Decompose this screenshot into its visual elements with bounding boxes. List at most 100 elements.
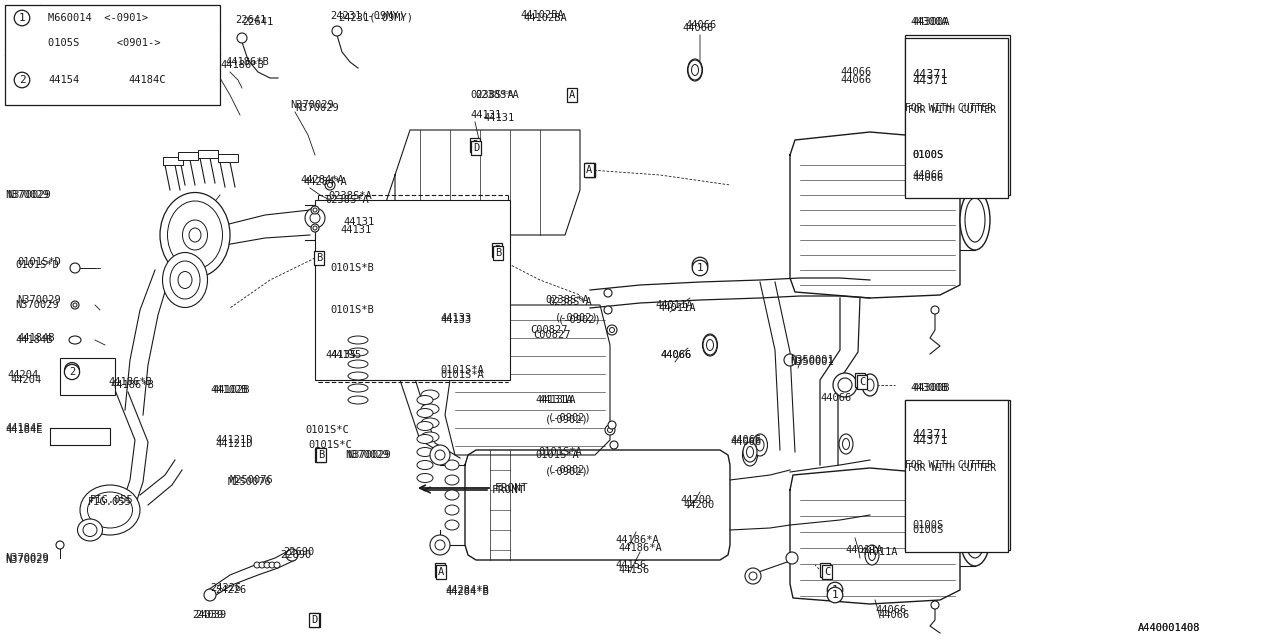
Ellipse shape xyxy=(965,516,986,558)
Text: C00827: C00827 xyxy=(532,330,571,340)
Ellipse shape xyxy=(417,474,433,483)
Circle shape xyxy=(237,33,247,43)
Text: 44066: 44066 xyxy=(730,435,762,445)
Circle shape xyxy=(749,572,756,580)
Text: 1: 1 xyxy=(832,590,838,600)
Text: 44200: 44200 xyxy=(684,500,714,510)
Text: 44131: 44131 xyxy=(340,225,371,235)
Text: A: A xyxy=(438,567,444,577)
Circle shape xyxy=(285,549,298,561)
Text: FIG.055: FIG.055 xyxy=(88,497,132,507)
Text: 44066: 44066 xyxy=(660,350,691,360)
Text: 44184B: 44184B xyxy=(17,333,55,343)
Ellipse shape xyxy=(274,562,280,568)
Circle shape xyxy=(607,325,617,335)
Ellipse shape xyxy=(417,408,433,417)
Text: 44154: 44154 xyxy=(49,75,79,85)
Text: 24226: 24226 xyxy=(210,583,241,593)
Ellipse shape xyxy=(838,434,852,454)
Text: N350001: N350001 xyxy=(790,355,833,365)
Text: 0101S*C: 0101S*C xyxy=(305,425,348,435)
Ellipse shape xyxy=(445,475,460,485)
Text: D: D xyxy=(472,143,479,153)
Ellipse shape xyxy=(703,334,718,356)
Text: 24231(-09MY): 24231(-09MY) xyxy=(338,13,413,23)
Text: 44066: 44066 xyxy=(682,23,713,33)
Text: 44121D: 44121D xyxy=(215,439,252,449)
Text: (-0902): (-0902) xyxy=(548,465,591,475)
Text: 1: 1 xyxy=(696,263,704,273)
Text: 44184B: 44184B xyxy=(15,335,52,345)
Text: 44284*B: 44284*B xyxy=(445,587,489,597)
Text: 44011A: 44011A xyxy=(655,300,692,310)
Text: 44066: 44066 xyxy=(911,173,943,183)
Ellipse shape xyxy=(183,220,207,250)
Text: FOR WITH CUTTER: FOR WITH CUTTER xyxy=(908,105,996,115)
Text: N370029: N370029 xyxy=(347,450,390,460)
FancyBboxPatch shape xyxy=(905,400,1010,550)
Circle shape xyxy=(56,541,64,549)
Text: 24226: 24226 xyxy=(215,585,246,595)
Text: 44186*B: 44186*B xyxy=(220,60,264,70)
Text: D: D xyxy=(311,615,317,625)
Text: 22690: 22690 xyxy=(283,547,315,557)
Text: 44284*A: 44284*A xyxy=(303,177,347,187)
Circle shape xyxy=(495,248,499,252)
FancyBboxPatch shape xyxy=(163,157,183,165)
Text: (-0902): (-0902) xyxy=(556,313,599,323)
Text: (-0902): (-0902) xyxy=(545,467,589,477)
Text: A: A xyxy=(436,565,443,575)
Text: FOR WITH CUTTER: FOR WITH CUTTER xyxy=(905,103,993,113)
Text: 44121D: 44121D xyxy=(215,435,252,445)
Text: N370029: N370029 xyxy=(5,555,49,565)
Circle shape xyxy=(931,306,940,314)
Ellipse shape xyxy=(417,435,433,444)
Ellipse shape xyxy=(264,562,270,568)
Circle shape xyxy=(314,208,317,212)
Ellipse shape xyxy=(417,461,433,470)
Circle shape xyxy=(833,373,858,397)
Ellipse shape xyxy=(691,64,699,76)
FancyBboxPatch shape xyxy=(198,150,218,158)
Ellipse shape xyxy=(746,447,754,458)
Text: 0238S*A: 0238S*A xyxy=(325,195,369,205)
Text: 44131: 44131 xyxy=(470,110,502,120)
Text: A: A xyxy=(586,165,593,175)
FancyBboxPatch shape xyxy=(905,38,1009,198)
Text: 44066: 44066 xyxy=(730,437,762,447)
Ellipse shape xyxy=(965,198,986,242)
Ellipse shape xyxy=(348,360,369,368)
Text: N370029: N370029 xyxy=(6,190,51,200)
Text: 44300B: 44300B xyxy=(910,383,947,393)
Text: 44186*A: 44186*A xyxy=(618,543,662,553)
Text: 44066: 44066 xyxy=(878,610,909,620)
Ellipse shape xyxy=(87,492,133,528)
Text: 44011A: 44011A xyxy=(658,303,695,313)
FancyBboxPatch shape xyxy=(905,400,1009,552)
Text: 44371: 44371 xyxy=(911,433,947,447)
Circle shape xyxy=(608,428,613,433)
Text: 0101S*C: 0101S*C xyxy=(308,440,352,450)
Text: 44300B: 44300B xyxy=(911,383,950,393)
Circle shape xyxy=(332,26,342,36)
Text: 44102B: 44102B xyxy=(212,385,250,395)
Text: 0238S*A: 0238S*A xyxy=(470,90,513,100)
Text: 44156: 44156 xyxy=(618,565,649,575)
Ellipse shape xyxy=(83,524,97,536)
Text: 44102BA: 44102BA xyxy=(524,13,567,23)
FancyBboxPatch shape xyxy=(60,358,115,395)
Text: N370029: N370029 xyxy=(346,450,389,460)
Circle shape xyxy=(310,213,320,223)
Circle shape xyxy=(783,354,796,366)
Text: 24039: 24039 xyxy=(195,610,227,620)
Text: N350001: N350001 xyxy=(790,357,833,367)
Text: 44204: 44204 xyxy=(6,370,38,380)
Text: 44133: 44133 xyxy=(440,315,471,325)
Ellipse shape xyxy=(348,384,369,392)
Text: 0105S      <0901->: 0105S <0901-> xyxy=(49,38,160,48)
Circle shape xyxy=(430,445,451,465)
Ellipse shape xyxy=(445,505,460,515)
Text: 1: 1 xyxy=(19,13,26,23)
Text: 44066: 44066 xyxy=(911,170,943,180)
Text: 1: 1 xyxy=(832,585,838,595)
